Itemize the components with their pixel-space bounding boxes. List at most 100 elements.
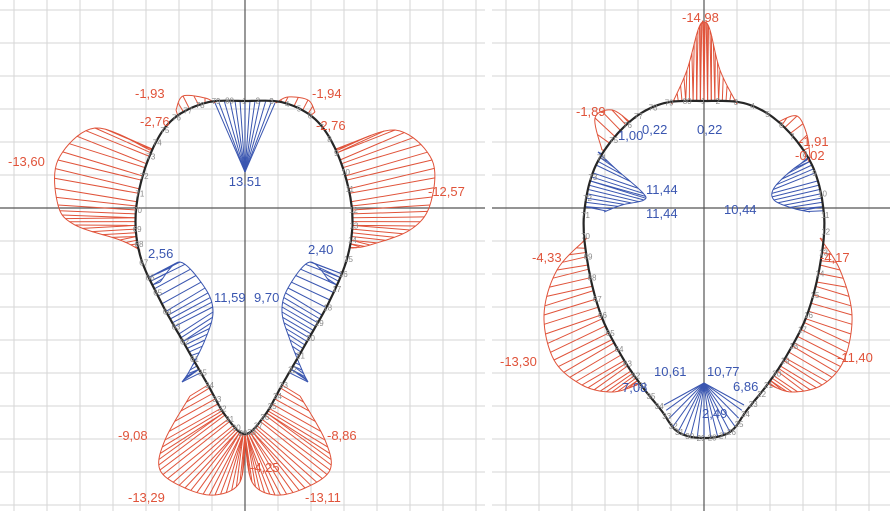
right-fan-mid-left-hatch	[588, 184, 645, 201]
right-value-label: 7,08	[622, 380, 647, 395]
left-fan-mid-left-hatch	[154, 268, 191, 290]
right-fan-lower-right-hatch	[788, 351, 833, 378]
right-fan-mid-right-hatch	[783, 197, 822, 206]
left-fan-bottom-right-hatch	[246, 433, 265, 493]
right-value-label: 10,61	[654, 364, 687, 379]
left-fan-top-center-ray	[218, 102, 246, 173]
right-value-label: 11,44	[646, 206, 678, 221]
left-node-number: 32	[218, 405, 227, 414]
left-fan-upper-left-hatch	[92, 228, 136, 233]
right-fan-mid-right	[771, 157, 824, 213]
right-node-number: 5	[765, 110, 770, 119]
left-fan-mid-right-hatch	[289, 339, 304, 349]
left-value-label: -12,57	[428, 184, 465, 199]
right-fan-lower-right-hatch	[818, 272, 844, 279]
right-fan-mid-right-hatch	[781, 164, 813, 180]
left-fan-mid-right-hatch	[309, 261, 342, 275]
moment-diagram-right: 1 2 3 4567891011121314151617181920212223242…	[492, 0, 890, 511]
left-node-number: 67	[139, 259, 148, 268]
left-fan-upper-left-hatch	[130, 243, 138, 246]
left-fan-mid-left-hatch	[184, 333, 208, 346]
left-fan-top-center-ray	[229, 100, 246, 173]
right-fan-mid-left-hatch	[595, 164, 631, 183]
left-node-number: 4	[285, 100, 290, 109]
left-fan-upper-right	[335, 129, 436, 249]
right-fan-bottom-ray	[703, 382, 739, 419]
left-fan-upper-right-hatch	[345, 151, 428, 177]
left-fan-top-left-hatch	[177, 102, 184, 113]
right-node-number: 22	[757, 390, 766, 399]
right-fan-mid-left-hatch	[591, 176, 644, 194]
right-fan-bottom-ray	[703, 382, 743, 411]
left-fan-mid-right-hatch	[295, 275, 334, 293]
right-node-number: 70	[581, 232, 590, 241]
left-fan-bottom-left-hatch	[162, 421, 231, 475]
right-fan-lower-left-hatch	[547, 318, 603, 344]
left-node-number: 12	[349, 206, 358, 215]
left-fan-mid-left-hatch	[188, 345, 203, 353]
right-node-number: 14	[815, 269, 824, 278]
left-fan-top-center-ray	[234, 100, 246, 173]
left-fan-mid-right-hatch	[287, 333, 306, 346]
left-fan-bottom-right-hatch	[274, 398, 316, 422]
left-fan-bottom-left-hatch	[158, 412, 224, 460]
left-fan-bottom-right-hatch	[266, 412, 332, 460]
right-fan-lower-right-hatch	[791, 345, 837, 373]
left-fan-bottom-right-hatch	[251, 430, 306, 489]
right-fan-lower-right-hatch	[815, 285, 850, 297]
right-fan-lower-right-hatch	[785, 357, 828, 382]
right-node-number: 31	[675, 428, 684, 437]
right-fan-lower-right-hatch	[776, 370, 805, 392]
right-fan-lower-left-hatch	[606, 372, 633, 393]
left-value-label: 11,59	[214, 290, 246, 305]
right-fan-bottom-ray	[696, 382, 705, 438]
left-fan-top-right-hatch	[284, 96, 289, 104]
left-fan-upper-right-hatch	[350, 187, 435, 203]
left-fan-bottom-left-hatch	[159, 412, 224, 455]
right-node-number: 4	[750, 102, 755, 111]
left-node-number: 29	[239, 429, 248, 438]
left-fan-bottom-left-hatch	[225, 433, 244, 493]
left-fan-bottom-right-hatch	[259, 421, 328, 475]
left-fan-bottom-right-hatch	[277, 393, 310, 412]
left-fan-mid-left-hatch	[167, 292, 209, 316]
right-fan-top-hatch	[696, 29, 699, 101]
left-fan-upper-left-hatch	[57, 159, 142, 181]
right-node-number: 2	[716, 97, 721, 106]
right-value-label: 11,44	[646, 182, 678, 197]
right-fan-lower-left-hatch	[562, 256, 587, 263]
left-fan-upper-left-hatch	[85, 130, 150, 157]
left-fan-upper-right-hatch	[352, 224, 411, 231]
right-fan-mid-right-hatch	[776, 168, 814, 186]
diagram-panel-left: 1 2 3 4 5 6 7 8 9 10 11 12 13 14 15 16 17 18 19 20 21 22 23 24 2…	[0, 0, 485, 511]
left-fan-bottom-right-hatch	[271, 403, 322, 432]
left-fan-bottom-left-hatch	[159, 418, 229, 471]
right-fan-mid-right-hatch	[773, 188, 821, 201]
right-node-number: 23	[749, 400, 758, 409]
left-axes	[0, 0, 485, 511]
right-fan-lower-right-hatch	[805, 318, 852, 335]
left-fan-bottom-right-hatch	[261, 418, 331, 471]
left-fan-upper-left-hatch	[56, 196, 137, 207]
left-fan-mid-left-hatch	[165, 287, 206, 312]
left-fan-bottom-left	[158, 384, 246, 496]
right-value-label: -0,02	[795, 148, 825, 163]
right-fan-mid-right-hatch	[802, 206, 824, 211]
left-fan-bottom-left-hatch	[158, 414, 226, 466]
left-fan-mid-right-hatch	[292, 365, 304, 375]
right-fan-lower-right-hatch	[819, 264, 841, 271]
right-fan-lower-left-hatch	[628, 380, 639, 389]
right-fan-top-right-hatch	[784, 115, 798, 128]
left-fan-upper-right-hatch	[339, 132, 405, 161]
right-fan-mid-left-hatch	[586, 197, 625, 205]
right-value-label: -11,40	[837, 350, 873, 365]
right-node-number: 24	[741, 410, 750, 419]
left-fan-bottom-right-hatch	[246, 433, 256, 487]
right-node-number: 79	[665, 98, 674, 107]
right-fan-bottom-ray	[689, 382, 705, 438]
left-fan-bottom-right-hatch	[251, 430, 300, 491]
left-node-number: 13	[349, 221, 358, 230]
left-fan-mid-left-hatch	[161, 281, 202, 305]
left-node-number: 2	[256, 97, 261, 106]
right-fan-top	[670, 21, 738, 105]
